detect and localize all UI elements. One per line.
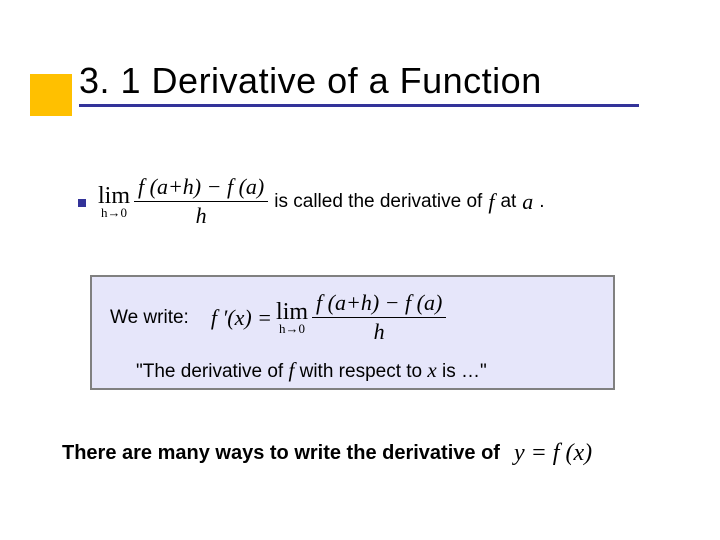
reading-pre: "The derivative of <box>136 361 288 382</box>
reading-line: "The derivative of f with respect to x i… <box>110 358 595 383</box>
title-block: 3. 1 Derivative of a Function <box>79 60 665 113</box>
fraction-numerator: f (a+h) − f (a) <box>134 175 268 199</box>
closing-line: There are many ways to write the derivat… <box>62 440 592 467</box>
symbol-f: f <box>488 189 494 215</box>
lim-operator: lim h→0 <box>98 184 130 219</box>
intro-period: . <box>539 191 544 213</box>
closing-text: There are many ways to write the derivat… <box>62 442 500 465</box>
y-equals-fx: y = f (x) <box>514 440 592 467</box>
fraction-bar <box>134 201 268 202</box>
accent-square <box>30 74 72 116</box>
difference-quotient-box: f (a+h) − f (a) h <box>312 291 446 344</box>
definition-row: We write: f ′(x) = lim h→0 f (a+h) − f (… <box>110 291 595 344</box>
definition-box: We write: f ′(x) = lim h→0 f (a+h) − f (… <box>90 275 615 390</box>
reading-mid: with respect to <box>294 361 427 382</box>
reading-x: x <box>427 358 436 382</box>
fprime-lhs: f ′(x) = <box>211 305 272 331</box>
fraction-bar-box <box>312 317 446 318</box>
intro-at: at <box>500 191 516 213</box>
bullet-icon <box>78 199 86 207</box>
lim-operator-box: lim h→0 <box>276 300 308 335</box>
derivative-equation: f ′(x) = lim h→0 f (a+h) − f (a) h <box>211 291 446 344</box>
slide-title: 3. 1 Derivative of a Function <box>79 60 665 102</box>
symbol-a: a <box>522 189 533 215</box>
reading-post: is …" <box>437 361 487 382</box>
fraction-denominator-box: h <box>370 320 389 344</box>
lim-subscript-box: h→0 <box>279 322 305 335</box>
fraction-denominator: h <box>192 204 211 228</box>
difference-quotient: f (a+h) − f (a) h <box>134 175 268 228</box>
intro-text-mid: is called the derivative of <box>274 191 482 213</box>
fraction-numerator-box: f (a+h) − f (a) <box>312 291 446 315</box>
slide: 3. 1 Derivative of a Function lim h→0 f … <box>0 0 720 540</box>
intro-line: lim h→0 f (a+h) − f (a) h is called the … <box>78 175 545 228</box>
limit-expression: lim h→0 f (a+h) − f (a) h <box>98 175 268 228</box>
we-write-label: We write: <box>110 307 189 329</box>
title-underline <box>79 104 639 107</box>
lim-subscript: h→0 <box>101 206 127 219</box>
